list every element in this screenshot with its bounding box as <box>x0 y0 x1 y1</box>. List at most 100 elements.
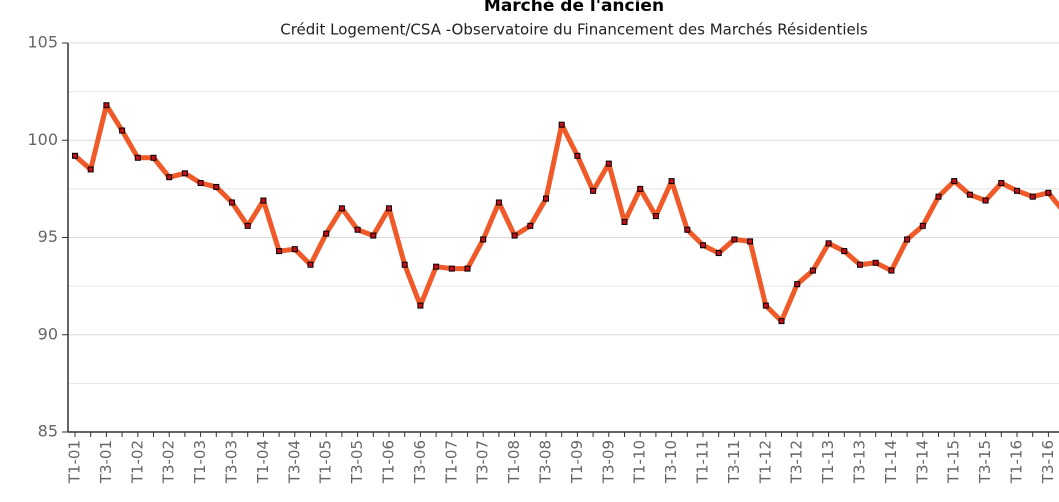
x-tick-label: T1-13 <box>819 440 837 484</box>
data-point <box>809 267 816 274</box>
x-tick-label: T3-07 <box>474 440 492 484</box>
data-point <box>1014 187 1020 194</box>
data-line <box>73 102 1059 324</box>
data-point <box>276 248 283 255</box>
data-point <box>480 236 487 243</box>
data-point <box>825 240 832 247</box>
x-tick-label: T1-16 <box>1008 440 1026 484</box>
data-point <box>951 178 958 185</box>
x-tick-label: T3-04 <box>285 440 303 484</box>
data-point <box>982 197 989 204</box>
data-point <box>872 259 879 266</box>
chart-subtitle: Crédit Logement/CSA -Observatoire du Fin… <box>280 21 868 39</box>
data-point <box>134 154 141 161</box>
x-tick-label: T1-09 <box>568 440 586 484</box>
x-tick-label: T3-13 <box>851 440 869 484</box>
data-point <box>543 195 549 202</box>
data-point <box>888 267 895 274</box>
data-point <box>354 226 361 233</box>
x-tick-label: T3-08 <box>537 440 555 484</box>
data-point <box>495 199 502 206</box>
x-tick-label: T3-03 <box>223 440 241 484</box>
data-point <box>605 160 612 167</box>
data-point <box>919 222 926 229</box>
data-point <box>621 218 628 225</box>
chart-title: Marché de l'ancien <box>484 0 664 16</box>
x-tick-label: T3-12 <box>788 440 806 484</box>
data-point <box>966 191 973 198</box>
data-point <box>260 197 267 204</box>
data-point <box>511 232 518 239</box>
y-tick-label: 100 <box>27 130 58 149</box>
data-point <box>668 178 675 185</box>
data-point <box>72 152 78 159</box>
data-point <box>166 174 173 181</box>
data-point <box>464 265 471 272</box>
x-tick-label: T3-09 <box>599 440 617 484</box>
x-tick-label: T3-14 <box>913 440 931 484</box>
x-tick-label: T1-04 <box>254 440 272 484</box>
data-point <box>244 222 251 229</box>
data-point <box>794 281 801 288</box>
data-point <box>417 302 424 309</box>
data-point <box>103 102 110 109</box>
x-tick-label: T1-07 <box>442 440 460 484</box>
data-point <box>181 170 188 177</box>
data-point <box>213 183 220 190</box>
data-point <box>307 261 314 268</box>
x-tick-label: T1-10 <box>631 440 649 484</box>
x-tick-label: T1-05 <box>317 440 335 484</box>
x-tick-label: T1-11 <box>694 440 712 484</box>
data-point <box>684 226 691 233</box>
x-tick-label: T1-02 <box>128 440 146 484</box>
x-tick-label: T1-01 <box>66 440 84 484</box>
data-point <box>370 232 377 239</box>
data-point <box>433 263 440 270</box>
x-tick-label: T1-06 <box>380 440 398 484</box>
x-tick-label: T1-15 <box>945 440 963 484</box>
data-point <box>558 121 565 128</box>
data-point <box>448 265 455 272</box>
data-point <box>229 199 235 206</box>
data-point <box>119 127 126 134</box>
data-point <box>778 318 785 325</box>
x-tick-label: T3-10 <box>662 440 680 484</box>
data-point <box>401 261 408 268</box>
y-tick-label: 105 <box>27 33 58 52</box>
data-point <box>935 193 942 200</box>
x-tick-label: T1-08 <box>505 440 523 484</box>
data-point <box>527 222 534 229</box>
y-tick-label: 85 <box>38 422 58 441</box>
data-point <box>637 185 644 192</box>
data-point <box>1045 189 1052 196</box>
x-tick-label: T3-11 <box>725 440 743 484</box>
data-point <box>998 180 1005 187</box>
data-point <box>338 205 345 212</box>
data-point <box>1029 193 1036 200</box>
data-point <box>715 250 722 257</box>
x-tick-label: T3-02 <box>160 440 178 484</box>
x-tick-label: T1-12 <box>756 440 774 484</box>
x-tick-label: T1-03 <box>191 440 209 484</box>
x-tick-label: T3-01 <box>97 440 115 484</box>
data-point <box>652 213 659 220</box>
data-point <box>590 187 597 194</box>
x-tick-label: T3-05 <box>348 440 366 484</box>
x-tick-label: T3-06 <box>411 440 429 484</box>
data-point <box>574 152 581 159</box>
data-point <box>197 180 204 187</box>
y-tick-label: 90 <box>38 324 58 343</box>
data-point <box>841 248 848 255</box>
x-tick-label: T3-15 <box>976 440 994 484</box>
data-point <box>386 205 392 212</box>
data-point <box>904 236 911 243</box>
data-point <box>731 236 738 243</box>
data-point <box>87 166 94 173</box>
data-point <box>291 246 298 253</box>
data-point <box>700 242 706 249</box>
data-point <box>323 230 330 237</box>
x-tick-label: T3-16 <box>1039 440 1057 484</box>
data-point <box>762 302 769 309</box>
data-point <box>747 238 754 245</box>
y-tick-label: 95 <box>38 227 58 246</box>
